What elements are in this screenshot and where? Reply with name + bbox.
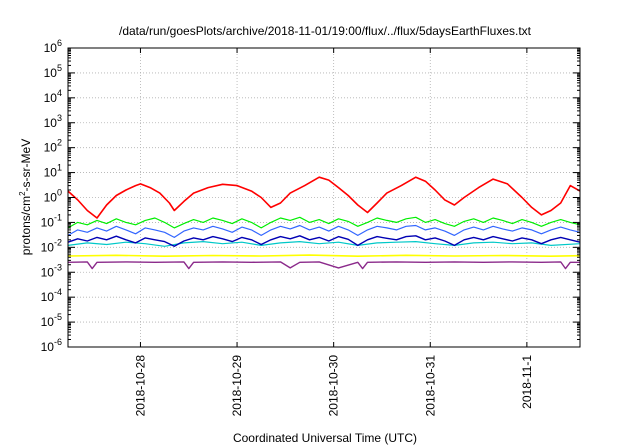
y-axis-label-rest: -s-sr-MeV [19, 139, 33, 192]
y-tick-label: 10-6 [41, 337, 62, 354]
y-tick-label: 106 [44, 38, 62, 55]
y-tick-label: 101 [44, 163, 62, 180]
series-line-6 [67, 261, 580, 270]
grid [68, 48, 580, 347]
y-tick-label: 10-5 [41, 312, 62, 329]
series-line-4 [67, 235, 581, 248]
y-tick-label: 102 [44, 138, 62, 155]
x-tick-label: 2018-11-1 [520, 355, 534, 409]
y-tick-label: 10-1 [41, 212, 62, 229]
x-tick-label: 2018-10-28 [133, 355, 147, 417]
y-tick-label: 103 [44, 113, 62, 130]
x-tick-label: 2018-10-29 [230, 355, 244, 417]
y-tick-label: 100 [44, 188, 62, 205]
x-axis-label: Coordinated Universal Time (UTC) [233, 431, 417, 445]
y-axis-label-base: protons/cm [19, 196, 33, 255]
y-axis-label-sup: 2 [18, 191, 27, 196]
series-line-2 [67, 224, 581, 238]
y-tick-label: 10-4 [41, 287, 62, 304]
y-tick-label: 10-3 [41, 262, 62, 279]
x-tick-label: 2018-10-30 [327, 355, 341, 417]
y-tick-label: 105 [44, 63, 62, 80]
series-line-3 [67, 241, 581, 247]
y-tick-label: 10-2 [41, 237, 62, 254]
series-group [67, 176, 581, 270]
chart-title: /data/run/goesPlots/archive/2018-11-01/1… [119, 24, 532, 38]
series-line-0 [67, 176, 581, 219]
series-line-1 [67, 216, 581, 229]
y-tick-label: 104 [44, 88, 62, 105]
y-axis: 10-6 10-5 10-4 10-3 10-2 10-1 100 101 102 103 104 1… [41, 38, 580, 354]
x-tick-label: 2018-10-31 [423, 355, 437, 417]
y-axis-label: protons/cm2-s-sr-MeV [18, 139, 33, 255]
series-line-5 [67, 254, 581, 258]
x-axis: 2018-10-28 2018-10-29 2018-10-30 2018-10-31… [133, 48, 534, 417]
